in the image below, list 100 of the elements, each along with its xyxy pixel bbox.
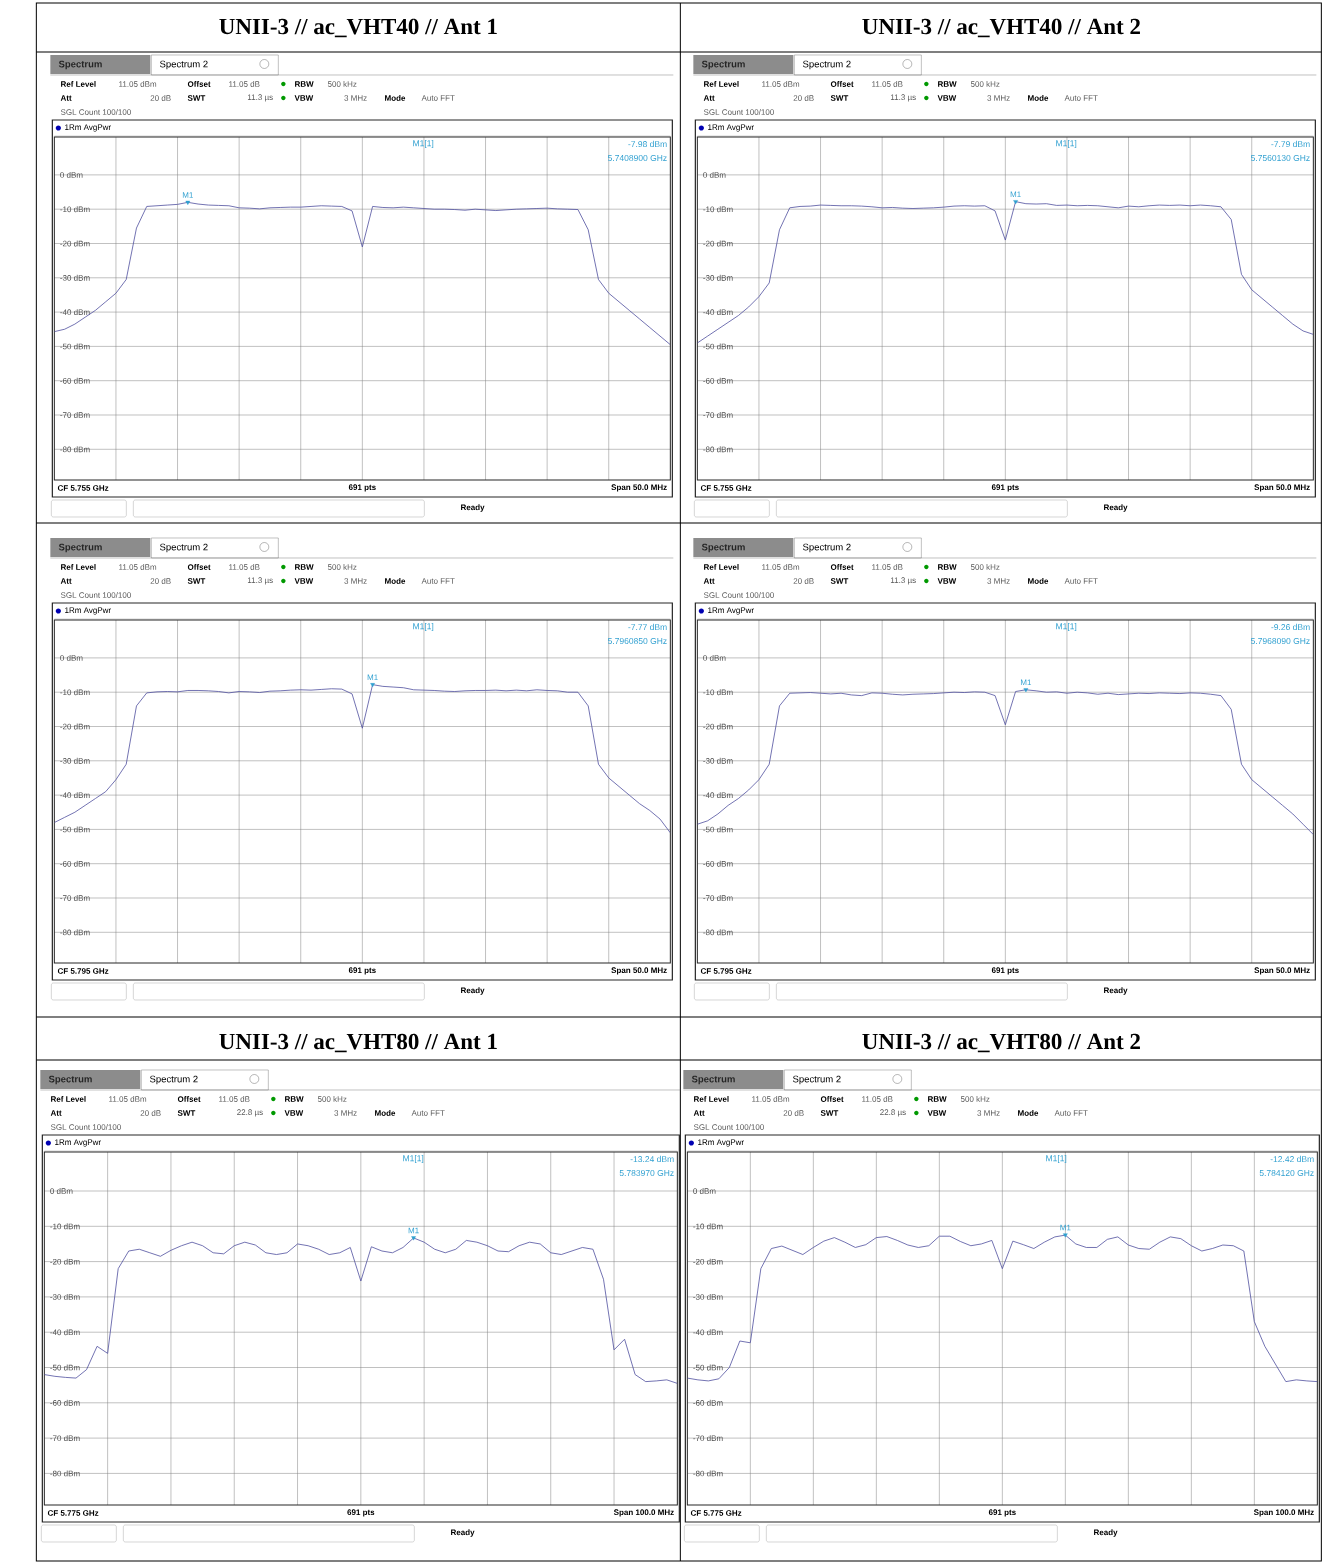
text: Ref Level [50, 1096, 86, 1102]
text: Ref Level [60, 564, 96, 570]
annotation: 5.7560130 GHz [1250, 154, 1310, 161]
text: 11.05 dBm [762, 81, 799, 87]
text: 11.3 µs [890, 94, 916, 102]
text: 1Rm AvgPwr [708, 607, 754, 615]
text: 500 kHz [970, 81, 1000, 87]
text: 691 pts [348, 967, 376, 975]
annotation: 5.783970 GHz [619, 1169, 674, 1176]
y-tick-label: -10 dBm [693, 1223, 723, 1230]
text: 1Rm AvgPwr [698, 1139, 744, 1147]
y-tick-label: -10 dBm [60, 689, 90, 696]
y-tick-label: -40 dBm [60, 309, 90, 316]
text: SWT [820, 1110, 839, 1116]
text: VBW [294, 578, 314, 584]
text: 11.3 µs [890, 577, 916, 585]
text: Att [693, 1110, 705, 1116]
y-tick-label: -60 dBm [693, 1399, 723, 1406]
text: CF 5.755 GHz [57, 485, 109, 491]
text: 3 MHz [334, 1110, 357, 1116]
text: 500 kHz [970, 564, 1000, 570]
text: Auto FFT [421, 578, 455, 584]
text: 1Rm AvgPwr [54, 1139, 101, 1147]
text: 691 pts [348, 484, 376, 492]
y-tick-label: -10 dBm [703, 206, 733, 213]
y-tick-label: -70 dBm [703, 412, 733, 418]
text: 20 dB [783, 1110, 804, 1116]
text: 500 kHz [327, 81, 357, 87]
line-series [697, 689, 1314, 835]
text: VBW [284, 1110, 304, 1116]
text: 11.05 dB [872, 81, 903, 87]
text: Mode [384, 578, 405, 584]
text: 691 pts [991, 484, 1019, 492]
y-tick-label: -80 dBm [703, 446, 733, 453]
text: SWT [187, 578, 206, 584]
text: Ready [1093, 1529, 1118, 1537]
text: 691 pts [988, 1509, 1016, 1517]
y-tick-label: -80 dBm [60, 446, 90, 453]
annotation: M1[1] [1056, 140, 1077, 148]
text: Att [703, 95, 715, 101]
y-tick-label: -40 dBm [703, 309, 733, 316]
text: RBW [937, 564, 957, 570]
text: 20 dB [150, 95, 171, 101]
text: 11.05 dBm [119, 81, 156, 87]
y-tick-label: -50 dBm [703, 343, 733, 350]
y-tick-label: -30 dBm [703, 274, 733, 281]
text: Spectrum [701, 60, 745, 70]
series-label: M1 [408, 1227, 419, 1234]
text: 11.3 µs [247, 577, 273, 585]
text: 22.8 µs [879, 1109, 906, 1117]
text: Att [50, 1110, 62, 1116]
y-tick-label: -50 dBm [693, 1364, 723, 1371]
text: Span 50.0 MHz [611, 967, 667, 975]
annotation: M1[1] [1046, 1155, 1067, 1163]
y-tick-label: -20 dBm [703, 723, 733, 730]
text: 691 pts [991, 967, 1019, 975]
text: SGL Count 100/100 [60, 592, 131, 598]
y-tick-label: -20 dBm [50, 1258, 80, 1265]
y-tick-label: -70 dBm [60, 895, 90, 901]
y-tick-label: -70 dBm [703, 895, 733, 901]
text: SWT [187, 95, 206, 101]
text: 3 MHz [344, 578, 367, 584]
y-tick-label: -30 dBm [60, 757, 90, 764]
y-tick-label: -80 dBm [693, 1470, 723, 1477]
y-tick-label: -70 dBm [693, 1435, 723, 1442]
series-label: M1 [367, 674, 378, 681]
y-tick-label: -60 dBm [50, 1399, 80, 1406]
series-label: M1 [1020, 679, 1031, 686]
text: Ready [450, 1529, 475, 1537]
annotation: M1[1] [403, 1155, 424, 1163]
y-tick-label: -40 dBm [703, 792, 733, 799]
text: RBW [284, 1096, 304, 1102]
annotation: -7.77 dBm [628, 623, 667, 631]
text: Spectrum [58, 543, 102, 553]
text: Mode [1027, 578, 1048, 584]
text: Span 50.0 MHz [1254, 967, 1310, 975]
text: Offset [187, 81, 211, 87]
annotation: M1[1] [1056, 623, 1077, 631]
text: Spectrum 2 [159, 60, 208, 70]
text: 20 dB [793, 95, 814, 101]
y-tick-label: -10 dBm [60, 206, 90, 213]
text: Ref Level [703, 81, 739, 87]
text: Auto FFT [1064, 578, 1098, 584]
text: 3 MHz [977, 1110, 1000, 1116]
text: SGL Count 100/100 [693, 1124, 764, 1130]
annotation: -7.79 dBm [1271, 140, 1310, 148]
text: Spectrum 2 [802, 543, 851, 553]
text: Spectrum 2 [159, 543, 208, 553]
annotation: -13.24 dBm [630, 1155, 674, 1163]
text: Spectrum 2 [792, 1075, 841, 1085]
text: 20 dB [793, 578, 814, 584]
chart-title: UNII-3 // ac_VHT40 // Ant 1 [219, 18, 497, 38]
y-tick-label: -80 dBm [50, 1470, 80, 1477]
text: Mode [374, 1110, 395, 1116]
y-tick-label: -40 dBm [50, 1329, 80, 1336]
y-tick-label: 0 dBm [703, 654, 726, 661]
text: Span 50.0 MHz [611, 484, 667, 492]
text: Mode [1017, 1110, 1038, 1116]
text: Ready [1103, 504, 1128, 512]
text: 1Rm AvgPwr [65, 124, 111, 132]
